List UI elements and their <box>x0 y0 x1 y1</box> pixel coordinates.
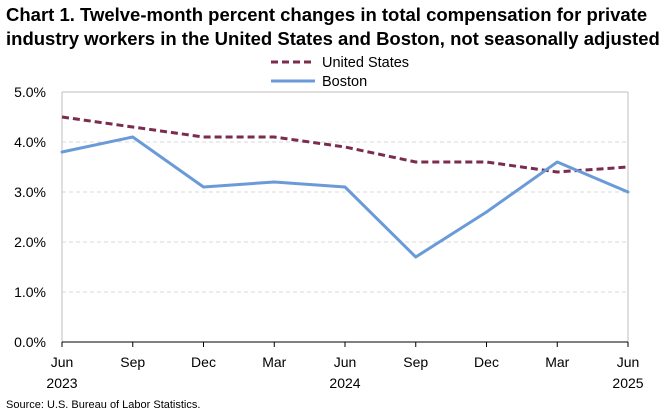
x-tick-label: Mar <box>262 354 286 370</box>
chart-title-line-1: Chart 1. Twelve-month percent changes in… <box>6 4 648 25</box>
legend-label-boston: Boston <box>322 74 367 90</box>
y-tick-label: 1.0% <box>14 284 46 300</box>
y-tick-label: 0.0% <box>14 334 46 350</box>
x-tick-label: Sep <box>403 354 428 370</box>
x-tick-label: Sep <box>120 354 145 370</box>
series-line-united-states <box>61 115 629 174</box>
y-tick-label: 2.0% <box>14 234 46 250</box>
y-tick-label: 5.0% <box>14 84 46 100</box>
x-tick-year-label: 2025 <box>612 375 643 391</box>
x-tick-label: Dec <box>191 354 216 370</box>
chart-title-line-2: industry workers in the United States an… <box>6 28 660 49</box>
x-tick-year-label: 2023 <box>46 375 77 391</box>
source-note: Source: U.S. Bureau of Labor Statistics. <box>6 399 201 411</box>
x-tick-label: Jun <box>51 354 74 370</box>
x-tick-label: Mar <box>545 354 569 370</box>
x-tick-year-label: 2024 <box>329 375 360 391</box>
x-tick-label: Jun <box>617 354 640 370</box>
series-line-boston <box>60 135 630 259</box>
x-tick-label: Dec <box>474 354 499 370</box>
x-tick-label: Jun <box>334 354 357 370</box>
y-tick-label: 4.0% <box>14 134 46 150</box>
legend-label-united-states: United States <box>322 55 409 71</box>
y-tick-label: 3.0% <box>14 184 46 200</box>
chart-title: Chart 1. Twelve-month percent changes in… <box>6 3 662 51</box>
